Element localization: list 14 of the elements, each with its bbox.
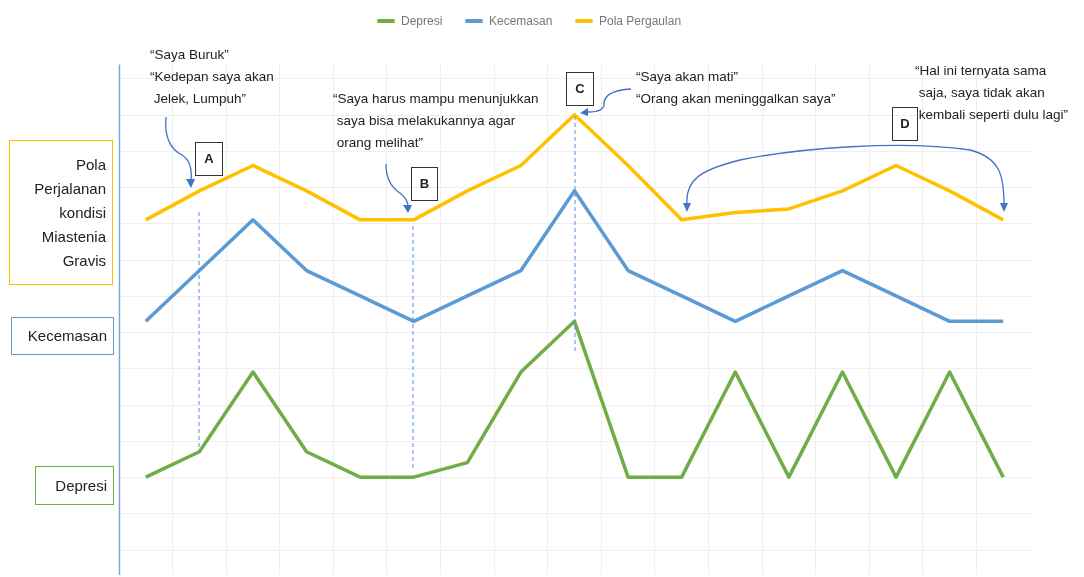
legend-label: Pola Pergaulan <box>599 14 682 28</box>
text: Depresi <box>35 466 114 505</box>
annotation: A <box>195 142 223 176</box>
annotation: D <box>892 107 918 141</box>
text: Kecemasan <box>11 317 114 355</box>
text: Pola Perjalanan kondisi Miastenia Gravis <box>9 140 113 285</box>
annotation: “Saya harus mampu menunjukkan saya bisa melakukannya agar orang melihat” <box>333 90 539 152</box>
legend-label: Depresi <box>401 14 443 28</box>
legend-label: Kecemasan <box>489 14 553 28</box>
text: C <box>566 72 594 106</box>
text: “Saya Buruk” “Kedepan saya akan Jelek, Lumpuh” <box>150 46 274 108</box>
annotation: B <box>411 167 438 201</box>
annotation: “Hal ini ternyata sama saja, saya tidak akan kembali seperti dulu lagi” <box>915 62 1069 124</box>
text: “Saya akan mati” “Orang akan meninggalkan saya” <box>636 68 836 108</box>
